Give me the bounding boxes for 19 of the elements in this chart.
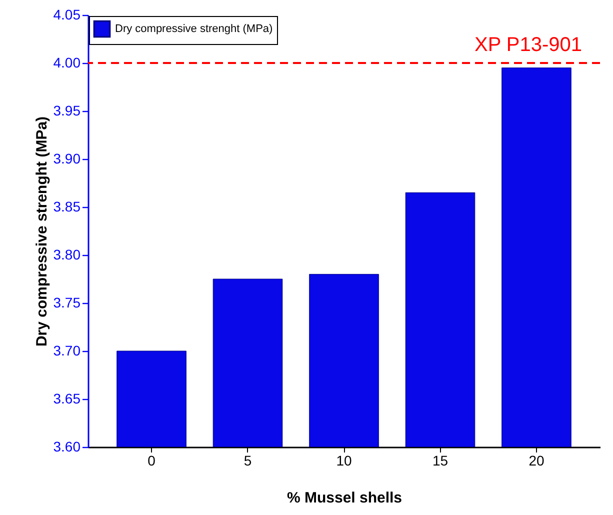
ref-line-label: XP P13-901 bbox=[474, 34, 582, 56]
y-tick-label: 4.05 bbox=[53, 6, 81, 22]
y-tick-label: 3.75 bbox=[53, 294, 81, 310]
x-axis-title: % Mussel shells bbox=[286, 490, 402, 506]
legend-label: Dry compressive strenght (MPa) bbox=[115, 23, 273, 35]
x-tick-label: 0 bbox=[148, 452, 156, 468]
y-tick-label: 3.95 bbox=[53, 102, 81, 118]
y-tick-label: 3.90 bbox=[53, 150, 81, 166]
x-tick-label: 15 bbox=[432, 452, 448, 468]
y-tick-label: 3.80 bbox=[53, 246, 81, 262]
x-tick-label: 20 bbox=[528, 452, 544, 468]
y-tick-label: 3.70 bbox=[53, 342, 81, 358]
y-tick-label: 3.60 bbox=[53, 438, 81, 454]
x-tick-label: 5 bbox=[244, 452, 252, 468]
y-tick-label: 3.65 bbox=[53, 390, 81, 406]
y-tick-label: 4.00 bbox=[53, 54, 81, 70]
x-tick-label: 10 bbox=[336, 452, 352, 468]
y-tick-label: 3.85 bbox=[53, 198, 81, 214]
y-axis-title: Dry compressive strenght (MPa) bbox=[33, 116, 50, 347]
